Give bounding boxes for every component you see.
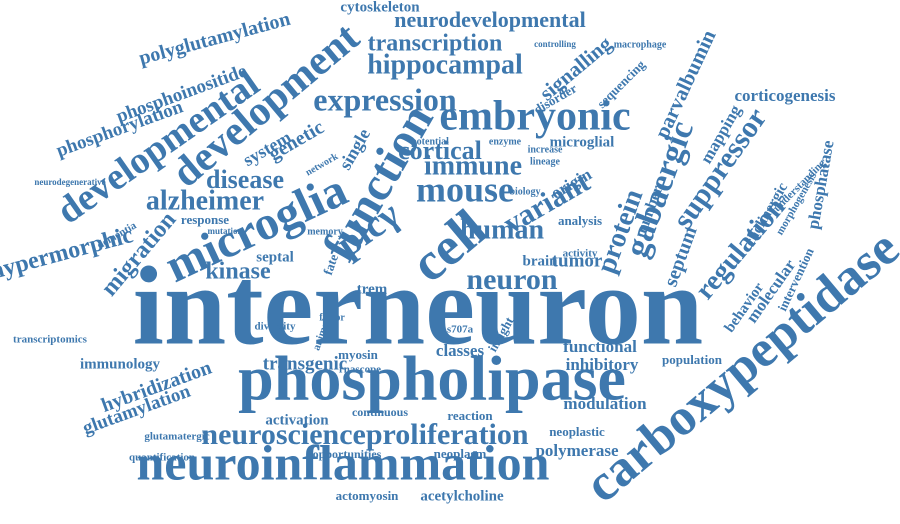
cloud-word: interneuron bbox=[133, 245, 703, 369]
cloud-word: memory bbox=[307, 226, 343, 237]
cloud-word: human bbox=[460, 214, 544, 245]
cloud-word: mutation bbox=[207, 226, 242, 236]
cloud-word: corticogenesis bbox=[734, 86, 835, 105]
cloud-word: alzheimer bbox=[146, 185, 264, 216]
cloud-word: analysis bbox=[558, 213, 602, 228]
cloud-word: increase bbox=[528, 144, 563, 155]
cloud-word: macrophage bbox=[614, 39, 667, 50]
cloud-word: neuroscienceproliferation bbox=[201, 418, 528, 451]
cloud-word: glutamatergic bbox=[144, 431, 209, 443]
cloud-word: transgenic bbox=[263, 353, 347, 374]
cloud-word: rnascope bbox=[339, 364, 381, 376]
cloud-word: activity bbox=[563, 248, 598, 260]
cloud-word: neuron bbox=[466, 263, 557, 296]
cloud-word: factor bbox=[319, 312, 345, 323]
cloud-word: microglial bbox=[550, 134, 615, 150]
cloud-word: neurodegenerative bbox=[34, 177, 105, 187]
cloud-word: neurodevelopmental bbox=[394, 7, 585, 32]
cloud-word: biology bbox=[509, 186, 540, 197]
cloud-word: potential bbox=[411, 136, 449, 147]
cloud-word: neuroinflammation bbox=[137, 434, 550, 490]
cloud-word: brain bbox=[522, 253, 558, 269]
cloud-word: continuous bbox=[352, 405, 408, 419]
cloud-word: quantification bbox=[129, 452, 195, 464]
cloud-word: lineage bbox=[530, 156, 561, 167]
cloud-word: phospholipase bbox=[238, 343, 626, 414]
cloud-word: s707a bbox=[447, 324, 474, 336]
cloud-word: expression bbox=[313, 81, 457, 117]
cloud-word: transcriptomics bbox=[13, 334, 88, 346]
cloud-word: trem bbox=[357, 281, 388, 297]
cloud-word: kinase bbox=[205, 259, 271, 285]
cloud-word: cortical bbox=[398, 136, 482, 165]
cloud-word: polymerase bbox=[535, 441, 619, 460]
cloud-word: mouse bbox=[416, 169, 514, 209]
cloud-word: immune bbox=[424, 150, 522, 181]
cloud-word: fate bbox=[320, 252, 341, 277]
cloud-word: neoplastic bbox=[549, 424, 605, 439]
cloud-word: inhibitory bbox=[566, 355, 639, 374]
cloud-word: reaction bbox=[447, 408, 493, 423]
cloud-word: immunology bbox=[80, 356, 161, 372]
cloud-word: neoplasm bbox=[434, 446, 487, 461]
cloud-word: transcription bbox=[368, 31, 503, 57]
cloud-word: activation bbox=[265, 412, 329, 428]
cloud-word: population bbox=[662, 352, 723, 367]
cloud-word: acetylcholine bbox=[420, 488, 504, 504]
cloud-word: cytoskeleton bbox=[340, 0, 420, 15]
cloud-word: diversity bbox=[255, 321, 296, 333]
cloud-word: response bbox=[181, 212, 229, 227]
cloud-word: controlling bbox=[534, 39, 576, 49]
cloud-word: functional bbox=[563, 337, 637, 356]
cloud-word: embryonic bbox=[439, 94, 630, 140]
cloud-word: tumor bbox=[552, 250, 603, 271]
cloud-word: disease bbox=[206, 165, 284, 194]
cloud-word: modulation bbox=[563, 394, 647, 413]
cloud-word: classes bbox=[436, 341, 485, 360]
cloud-word: polyglutamylation bbox=[137, 8, 293, 70]
cloud-word: enzyme bbox=[489, 136, 522, 147]
cloud-word: opportunities bbox=[313, 447, 382, 461]
cloud-word: actomyosin bbox=[336, 488, 400, 503]
cloud-word: myosin bbox=[338, 347, 379, 362]
cloud-word: septal bbox=[256, 249, 294, 265]
cloud-word: hippocampal bbox=[367, 49, 523, 80]
